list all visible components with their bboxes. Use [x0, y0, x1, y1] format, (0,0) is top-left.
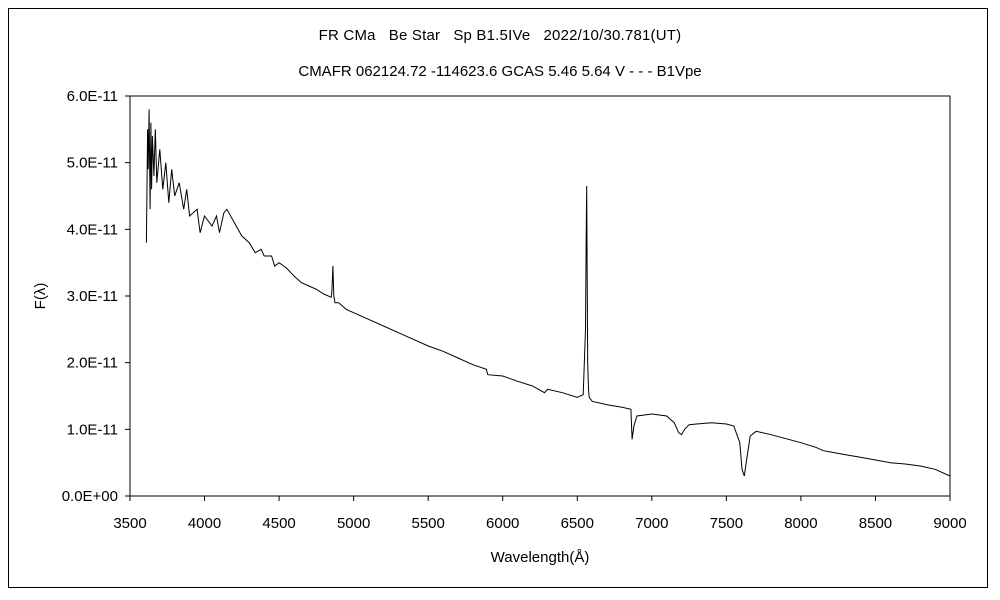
x-tick-label: 4500 — [262, 515, 295, 532]
y-axis-ticks: 0.0E+00 1.0E-11 2.0E-11 3.0E-11 4.0E-11 5.0E-… — [62, 88, 130, 505]
y-tick-label: 6.0E-11 — [67, 88, 118, 105]
plot-area-border — [129, 95, 951, 497]
y-tick-label: 3.0E-11 — [67, 288, 118, 305]
x-axis-ticks: 3500 4000 4500 5000 5500 6000 6500 7000 7500 8000… — [113, 496, 967, 532]
x-tick-label: 8500 — [859, 515, 892, 532]
x-tick-label: 4000 — [188, 515, 221, 532]
y-tick-label: 0.0E+00 — [62, 488, 118, 505]
spectrum-line — [145, 109, 951, 477]
x-tick-label: 7000 — [635, 515, 668, 532]
chart-title: FR CMa Be Star Sp B1.5IVe 2022/10/30.781… — [318, 27, 682, 44]
y-tick-label: 1.0E-11 — [67, 421, 118, 438]
spectrum-series — [145, 109, 951, 477]
x-tick-label: 8000 — [784, 515, 817, 532]
x-tick-label: 3500 — [113, 515, 146, 532]
y-tick-label: 5.0E-11 — [67, 155, 118, 172]
y-tick-label: 4.0E-11 — [67, 221, 118, 238]
x-tick-label: 9000 — [933, 515, 966, 532]
y-axis-label: F(λ) — [32, 283, 49, 310]
chart-frame — [8, 8, 988, 588]
y-tick-label: 2.0E-11 — [67, 355, 118, 372]
x-axis-label: Wavelength(Å) — [491, 549, 590, 566]
x-tick-label: 5000 — [337, 515, 370, 532]
x-tick-label: 7500 — [710, 515, 743, 532]
x-tick-label: 5500 — [411, 515, 444, 532]
x-tick-label: 6500 — [561, 515, 594, 532]
chart-subtitle: CMAFR 062124.72 -114623.6 GCAS 5.46 5.64… — [298, 63, 702, 80]
x-tick-label: 6000 — [486, 515, 519, 532]
